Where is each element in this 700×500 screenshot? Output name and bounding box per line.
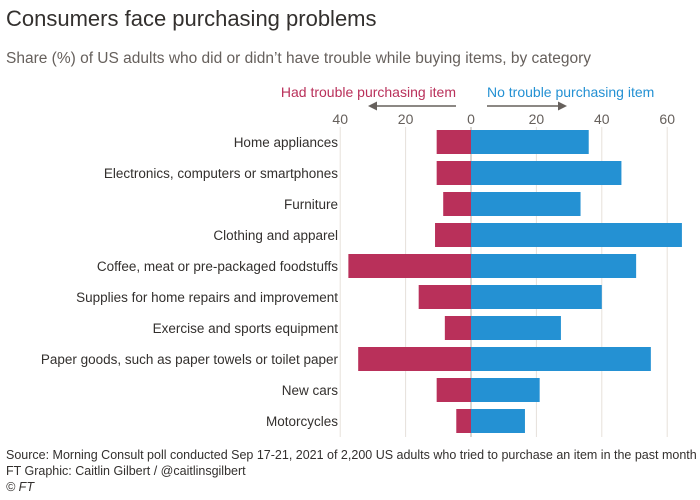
bar-had-trouble — [435, 223, 471, 247]
category-label: Supplies for home repairs and improvemen… — [76, 290, 338, 305]
category-label: Paper goods, such as paper towels or toi… — [41, 352, 339, 367]
bar-no-trouble — [471, 130, 589, 154]
x-tick-label: 0 — [467, 111, 475, 127]
chart-title: Consumers face purchasing problems — [6, 6, 377, 31]
source-note: Source: Morning Consult poll conducted S… — [6, 448, 697, 462]
legend-right-label: No trouble purchasing item — [487, 84, 654, 100]
bar-no-trouble — [471, 285, 602, 309]
diverging-bar-chart: 40 20 0 20 40 60 Had trouble purchasing item No… — [41, 84, 682, 437]
category-label: Home appliances — [234, 135, 339, 150]
bar-had-trouble — [456, 409, 471, 433]
bar-had-trouble — [436, 130, 471, 154]
x-tick-label: 20 — [529, 111, 545, 127]
category-label: Electronics, computers or smartphones — [104, 166, 338, 181]
bar-no-trouble — [471, 161, 622, 185]
graphic-credit: FT Graphic: Caitlin Gilbert / @caitlinsg… — [6, 464, 246, 478]
bar-no-trouble — [471, 192, 581, 216]
x-tick-label: 40 — [332, 111, 348, 127]
chart-subtitle: Share (%) of US adults who did or didn’t… — [6, 50, 591, 67]
category-label: Furniture — [284, 197, 338, 212]
x-tick-label: 20 — [398, 111, 414, 127]
bar-no-trouble — [471, 223, 682, 247]
bar-no-trouble — [471, 378, 540, 402]
bar-had-trouble — [444, 316, 471, 340]
category-label: Coffee, meat or pre-packaged foodstuffs — [97, 259, 338, 274]
bar-had-trouble — [436, 378, 471, 402]
bar-no-trouble — [471, 409, 525, 433]
x-tick-label: 40 — [594, 111, 610, 127]
bar-no-trouble — [471, 316, 561, 340]
footer: Source: Morning Consult poll conducted S… — [6, 447, 697, 495]
bar-had-trouble — [348, 254, 471, 278]
bar-no-trouble — [471, 347, 651, 371]
ft-credit: © FT — [6, 480, 34, 494]
category-label: New cars — [282, 383, 339, 398]
bar-had-trouble — [443, 192, 471, 216]
x-tick-label: 60 — [659, 111, 675, 127]
arrow-right-head — [558, 101, 567, 111]
arrow-left-head — [368, 101, 377, 111]
category-label: Exercise and sports equipment — [153, 321, 339, 336]
bar-had-trouble — [436, 161, 471, 185]
category-label: Clothing and apparel — [213, 228, 338, 243]
bar-had-trouble — [358, 347, 471, 371]
bar-no-trouble — [471, 254, 637, 278]
category-label: Motorcycles — [266, 414, 338, 429]
legend-left-label: Had trouble purchasing item — [281, 84, 456, 100]
bar-had-trouble — [418, 285, 471, 309]
